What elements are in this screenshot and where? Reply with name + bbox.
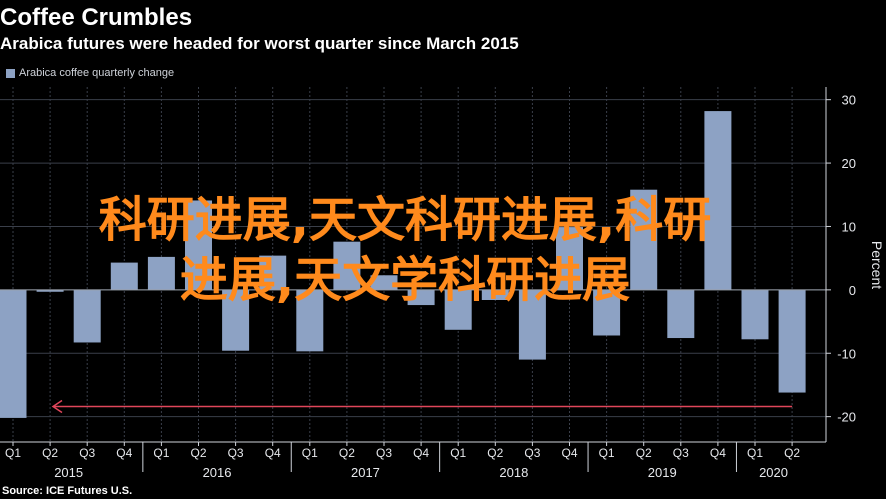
bar xyxy=(73,289,101,343)
y-tick-label: 20 xyxy=(842,156,856,171)
year-label: 2020 xyxy=(759,465,788,480)
bar xyxy=(333,241,361,290)
bar xyxy=(296,289,324,352)
bar xyxy=(0,289,27,418)
x-tick-label: Q3 xyxy=(524,446,540,460)
x-tick-label: Q3 xyxy=(228,446,244,460)
y-tick-label: 10 xyxy=(842,219,856,234)
axes: -20 -10 0 10 20 30 Percent Q1 Q2 Q3 Q4 Q1 Q2 Q3 Q4 Q1 Q2… xyxy=(0,87,885,480)
bar xyxy=(481,289,509,300)
x-tick-label: Q3 xyxy=(79,446,95,460)
bar xyxy=(370,275,398,290)
bar xyxy=(185,200,212,290)
source-note: Source: ICE Futures U.S. xyxy=(2,485,133,497)
year-label: 2015 xyxy=(54,465,83,480)
annotation xyxy=(51,399,793,414)
bar xyxy=(556,227,583,290)
bars xyxy=(0,111,806,418)
year-label: 2016 xyxy=(203,465,232,480)
bar xyxy=(444,289,472,330)
x-tick-label: Q1 xyxy=(599,446,615,460)
x-tick-label: Q4 xyxy=(265,446,281,460)
x-tick-label: Q4 xyxy=(413,446,429,460)
y-tick-label: -10 xyxy=(837,346,856,361)
bar xyxy=(593,289,621,336)
x-tick-label: Q2 xyxy=(487,446,503,460)
x-tick-label: Q1 xyxy=(5,446,21,460)
year-label: 2018 xyxy=(499,465,528,480)
x-tick-label: Q2 xyxy=(636,446,652,460)
x-tick-label: Q4 xyxy=(561,446,577,460)
year-label: 2019 xyxy=(648,465,677,480)
bar xyxy=(778,289,806,393)
bar xyxy=(518,289,546,360)
x-tick-label: Q1 xyxy=(450,446,466,460)
y-tick-label: 0 xyxy=(849,283,856,298)
bar xyxy=(630,189,658,290)
legend-label: Arabica coffee quarterly change xyxy=(19,67,175,79)
x-tick-label: Q4 xyxy=(116,446,132,460)
bar xyxy=(110,262,138,290)
x-tick-label: Q3 xyxy=(673,446,689,460)
arrow-head xyxy=(51,399,63,414)
x-tick-label: Q1 xyxy=(747,446,763,460)
x-tick-label: Q3 xyxy=(376,446,392,460)
x-tick-label: Q4 xyxy=(710,446,726,460)
bar xyxy=(259,255,287,290)
y-axis-label: Percent xyxy=(869,241,885,289)
x-tick-label: Q2 xyxy=(42,446,58,460)
bar xyxy=(222,289,250,351)
bar xyxy=(667,289,695,339)
legend-swatch xyxy=(6,68,15,78)
x-tick-label: Q2 xyxy=(190,446,206,460)
bar xyxy=(36,289,64,292)
bar xyxy=(741,289,769,340)
chart-subtitle: Arabica futures were headed for worst qu… xyxy=(0,34,519,53)
x-tick-label: Q1 xyxy=(153,446,169,460)
year-label: 2017 xyxy=(351,465,380,480)
chart-title: Coffee Crumbles xyxy=(0,4,193,31)
y-tick-label: 30 xyxy=(842,93,856,108)
y-tick-label: -20 xyxy=(837,410,856,425)
bar xyxy=(147,256,175,290)
legend: Arabica coffee quarterly change xyxy=(6,67,174,79)
x-tick-label: Q2 xyxy=(339,446,355,460)
x-tick-label: Q2 xyxy=(784,446,800,460)
bar xyxy=(704,111,732,290)
bar xyxy=(407,289,435,306)
x-tick-label: Q1 xyxy=(302,446,318,460)
